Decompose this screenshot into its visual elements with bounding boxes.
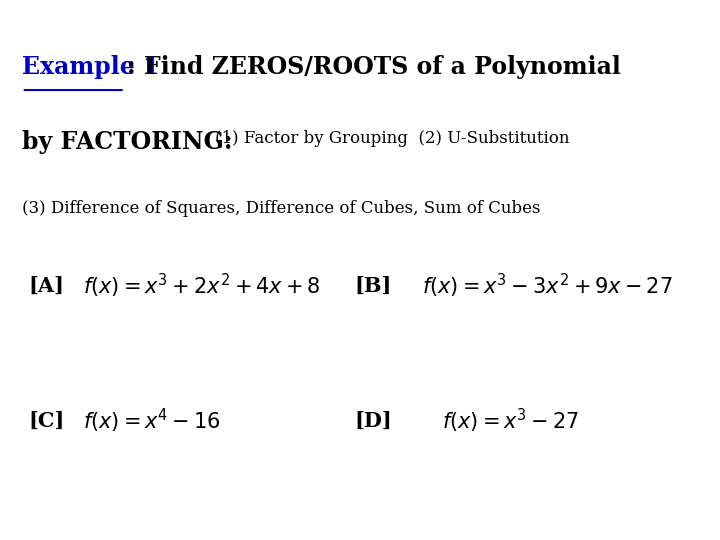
Text: Example 1: Example 1 (22, 55, 159, 79)
Text: [D]: [D] (354, 410, 392, 430)
Text: : Find ZEROS/ROOTS of a Polynomial: : Find ZEROS/ROOTS of a Polynomial (127, 55, 621, 79)
Text: by FACTORING:: by FACTORING: (22, 130, 233, 154)
Text: $f(x) = x^3 + 2x^2 + 4x + 8$: $f(x) = x^3 + 2x^2 + 4x + 8$ (83, 272, 320, 300)
Text: (3) Difference of Squares, Difference of Cubes, Sum of Cubes: (3) Difference of Squares, Difference of… (22, 200, 540, 217)
Text: $f(x) = x^4 - 16$: $f(x) = x^4 - 16$ (83, 406, 220, 435)
Text: [B]: [B] (354, 276, 392, 296)
Text: [A]: [A] (29, 276, 65, 296)
Text: [C]: [C] (29, 410, 65, 430)
Text: $f(x) = x^3 - 3x^2 + 9x - 27$: $f(x) = x^3 - 3x^2 + 9x - 27$ (422, 272, 672, 300)
Text: (1) Factor by Grouping  (2) U-Substitution: (1) Factor by Grouping (2) U-Substitutio… (215, 130, 570, 147)
Text: $f(x) = x^3 - 27$: $f(x) = x^3 - 27$ (442, 406, 580, 435)
